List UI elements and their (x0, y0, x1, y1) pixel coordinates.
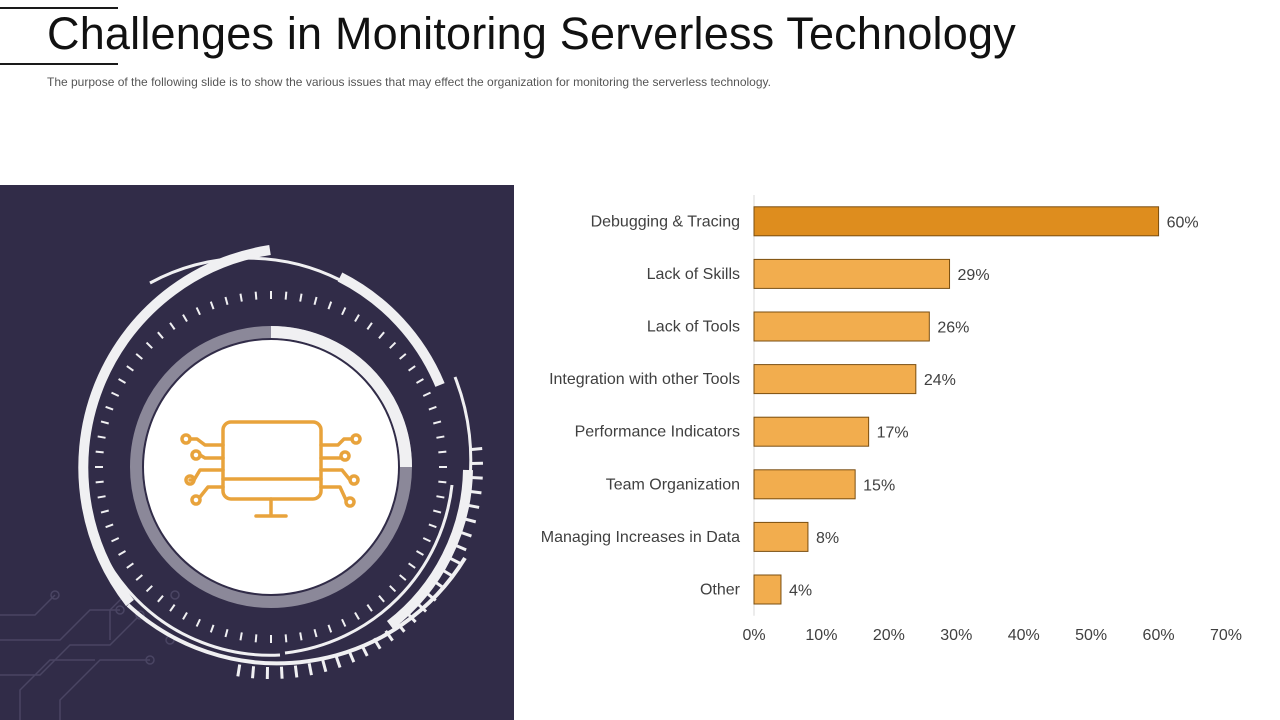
bar (753, 206, 1160, 237)
outer-arc-ring (78, 245, 473, 666)
bar (753, 311, 930, 342)
data-label: 29% (958, 267, 990, 284)
category-label: Debugging & Tracing (591, 213, 740, 230)
tick-mark-ring (95, 291, 447, 643)
x-tick-label: 30% (940, 627, 972, 644)
white-ring-accent (270, 326, 412, 468)
x-tick-label: 70% (1210, 627, 1242, 644)
data-label: 60% (1167, 214, 1199, 231)
category-label: Managing Increases in Data (541, 529, 740, 546)
title-accent-line-top (0, 7, 118, 9)
bar-chart: Debugging & Tracing 60% Lack of Skills 29% L… (541, 195, 1242, 644)
hud-circle-graphic (0, 245, 483, 720)
page-subtitle: The purpose of the following slide is to… (47, 75, 771, 89)
bar (753, 364, 917, 395)
bar (753, 469, 856, 500)
category-label: Integration with other Tools (549, 371, 740, 388)
page-title: Challenges in Monitoring Serverless Tech… (47, 8, 1016, 59)
bar (753, 521, 809, 552)
data-label: 8% (816, 530, 839, 547)
bar (753, 574, 782, 605)
x-tick-label: 40% (1008, 627, 1040, 644)
tick-burst-decoration (236, 447, 483, 679)
category-label: Performance Indicators (575, 424, 740, 441)
data-label: 4% (789, 583, 812, 600)
category-label: Team Organization (606, 476, 740, 493)
title-accent-line-bottom (0, 63, 118, 65)
data-label: 26% (937, 320, 969, 337)
bar (753, 258, 951, 289)
center-disc (144, 340, 398, 594)
data-label: 24% (924, 372, 956, 389)
data-label: 15% (863, 477, 895, 494)
computer-circuit-icon (180, 420, 362, 518)
x-tick-label: 50% (1075, 627, 1107, 644)
category-label: Lack of Skills (647, 266, 740, 283)
x-tick-label: 10% (805, 627, 837, 644)
circuit-traces-decoration (0, 589, 180, 720)
illustration-panel (0, 185, 514, 720)
category-label: Other (700, 582, 741, 599)
category-label: Lack of Tools (647, 319, 740, 336)
x-tick-label: 20% (873, 627, 905, 644)
data-label: 17% (877, 425, 909, 442)
bar (753, 416, 870, 447)
x-tick-label: 60% (1143, 627, 1175, 644)
x-tick-label: 0% (742, 627, 765, 644)
